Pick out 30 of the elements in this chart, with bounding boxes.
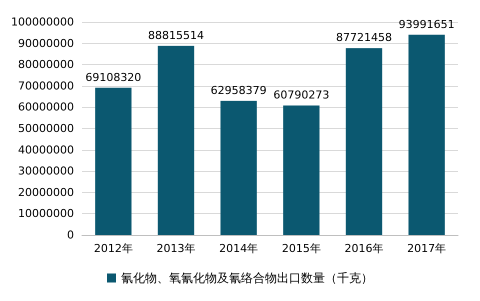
data-label: 60790273 [273, 88, 330, 102]
x-tick-label: 2017年 [407, 242, 446, 255]
data-label: 87721458 [336, 31, 392, 44]
y-tick-label: 60000000 [18, 100, 74, 114]
data-label: 62958379 [210, 84, 267, 97]
data-label: 88815514 [148, 28, 204, 42]
legend-label: 氰化物、氧氰化物及氰络合物出口数量（千克） [121, 271, 373, 285]
y-tick-label: 30000000 [18, 164, 74, 178]
bar [158, 46, 194, 235]
x-tick-label: 2013年 [156, 242, 196, 255]
y-tick-label: 40000000 [18, 143, 74, 156]
x-tick-label: 2012年 [94, 242, 133, 255]
y-tick-label: 90000000 [18, 36, 74, 50]
y-tick-label: 20000000 [18, 186, 74, 199]
data-label: 93991651 [398, 18, 455, 31]
bar [220, 100, 257, 235]
y-tick-label: 50000000 [18, 122, 74, 135]
x-tick-label: 2015年 [282, 242, 321, 255]
bar [283, 106, 320, 235]
y-tick-label: 10000000 [18, 207, 74, 220]
x-tick-label: 2014年 [219, 242, 258, 255]
bar [95, 88, 132, 235]
y-tick-label: 0 [66, 228, 74, 242]
y-tick-label: 80000000 [18, 58, 74, 72]
data-label: 69108320 [85, 70, 142, 84]
y-tick-label: 100000000 [10, 16, 74, 28]
bar [408, 34, 445, 235]
bar [346, 48, 382, 235]
x-tick-label: 2016年 [344, 242, 384, 255]
y-tick-label: 70000000 [18, 79, 74, 92]
